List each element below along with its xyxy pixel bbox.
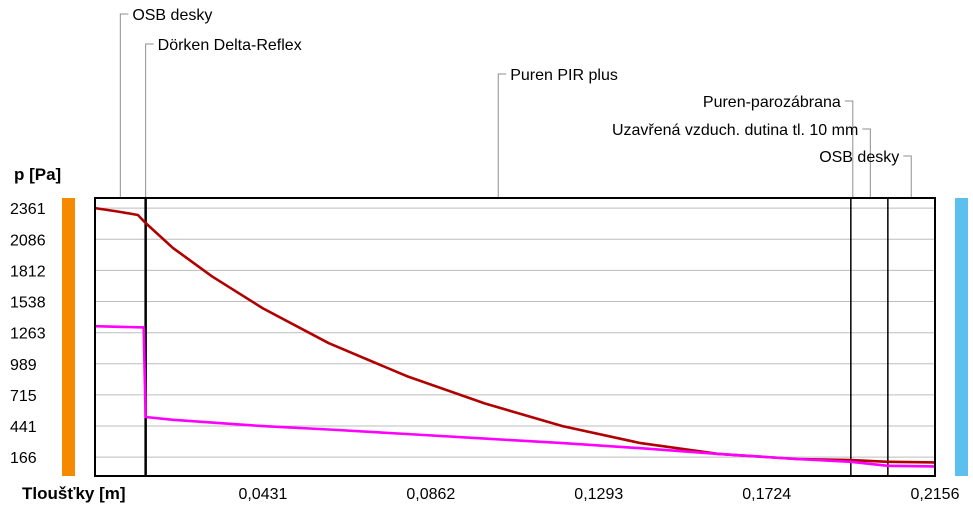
layer-label: OSB desky bbox=[819, 149, 899, 166]
layer-boundary-lines bbox=[144, 198, 889, 476]
y-tick-label: 166 bbox=[10, 450, 37, 467]
layer-label: Puren PIR plus bbox=[510, 67, 618, 84]
series-line-2 bbox=[94, 324, 936, 468]
layer-leader-line bbox=[497, 73, 507, 198]
y-tick-label: 1538 bbox=[10, 294, 46, 311]
x-axis-tick-labels: 0,0431 0,0862 0,1293 0,1724 0,2156 bbox=[238, 486, 959, 503]
layer-leader-line bbox=[145, 43, 154, 198]
layer-leader-line bbox=[862, 128, 871, 198]
x-tick-label: 0,1293 bbox=[574, 486, 623, 503]
y-tick-label: 715 bbox=[10, 388, 37, 405]
y-tick-label: 2086 bbox=[10, 232, 46, 249]
y-tick-label: 441 bbox=[10, 419, 37, 436]
y-tick-label: 1812 bbox=[10, 263, 46, 280]
layer-label: Puren-parozábrana bbox=[703, 94, 841, 111]
gridlines bbox=[95, 207, 935, 458]
plot-frame bbox=[94, 197, 936, 477]
x-tick-label: 0,0862 bbox=[406, 486, 455, 503]
layer-label: Dörken Delta-Reflex bbox=[158, 37, 302, 54]
left-boundary-bar bbox=[62, 198, 75, 476]
layer-leader-line bbox=[903, 155, 912, 198]
y-tick-label: 1263 bbox=[10, 326, 46, 343]
layer-leader-line bbox=[844, 100, 854, 198]
layer-labels: OSB desky Dörken Delta-Reflex Puren PIR pl… bbox=[119, 7, 912, 198]
y-axis-title: p [Pa] bbox=[14, 165, 61, 184]
x-axis-title: Tloušťky [m] bbox=[22, 484, 126, 503]
layer-label: OSB desky bbox=[132, 7, 212, 24]
series-lines bbox=[94, 206, 936, 468]
x-tick-label: 0,1724 bbox=[742, 486, 791, 503]
y-tick-label: 989 bbox=[10, 357, 37, 374]
y-tick-label: 2361 bbox=[10, 201, 46, 218]
layer-label: Uzavřená vzduch. dutina tl. 10 mm bbox=[612, 122, 858, 139]
x-tick-label: 0,0431 bbox=[238, 486, 287, 503]
y-axis-tick-labels: 2361 2086 1812 1538 1263 989 715 441 166 bbox=[10, 201, 46, 467]
right-boundary-bar bbox=[955, 198, 968, 476]
x-tick-label: 0,2156 bbox=[911, 486, 960, 503]
layer-leader-line bbox=[119, 13, 129, 198]
